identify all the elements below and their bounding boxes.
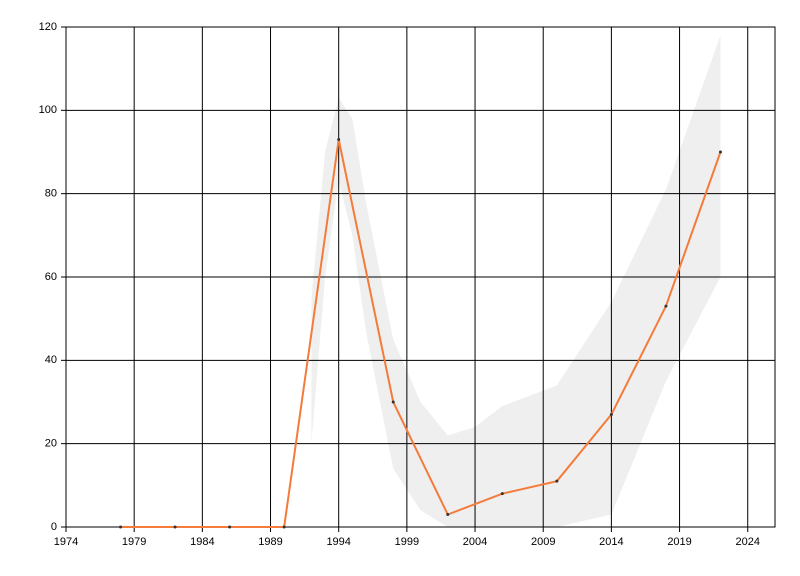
confidence-band [311,35,721,527]
x-tick-label: 2024 [735,536,759,548]
data-point [446,513,450,516]
data-point [173,525,177,529]
data-point [282,525,286,529]
y-tick-label: 40 [45,354,57,366]
x-tick-label: 1994 [326,536,350,548]
data-point [391,400,395,404]
data-point [555,479,559,483]
y-tick-label: 100 [39,104,57,116]
x-tick-label: 1974 [54,536,78,548]
plot-border [65,26,776,528]
data-point [718,150,722,154]
x-tick-label: 2004 [463,536,487,548]
y-tick-label: 60 [45,271,57,283]
x-tick-label: 1999 [395,536,419,548]
y-tick-label: 20 [45,438,57,450]
data-point [664,304,668,308]
y-tick-label: 120 [39,21,57,33]
data-point [337,138,341,141]
data-point [609,413,613,416]
y-tick-label: 0 [51,521,57,533]
x-tick-label: 1979 [122,536,146,548]
x-tick-label: 2014 [599,536,623,548]
y-tick-label: 80 [45,188,57,200]
x-tick-label: 2019 [667,536,691,548]
x-tick-label: 1989 [258,536,282,548]
x-tick-label: 1984 [190,536,214,548]
data-point [500,492,504,496]
data-point [119,525,123,529]
data-point [228,525,232,529]
data-line [120,139,722,528]
x-tick-label: 2009 [531,536,555,548]
